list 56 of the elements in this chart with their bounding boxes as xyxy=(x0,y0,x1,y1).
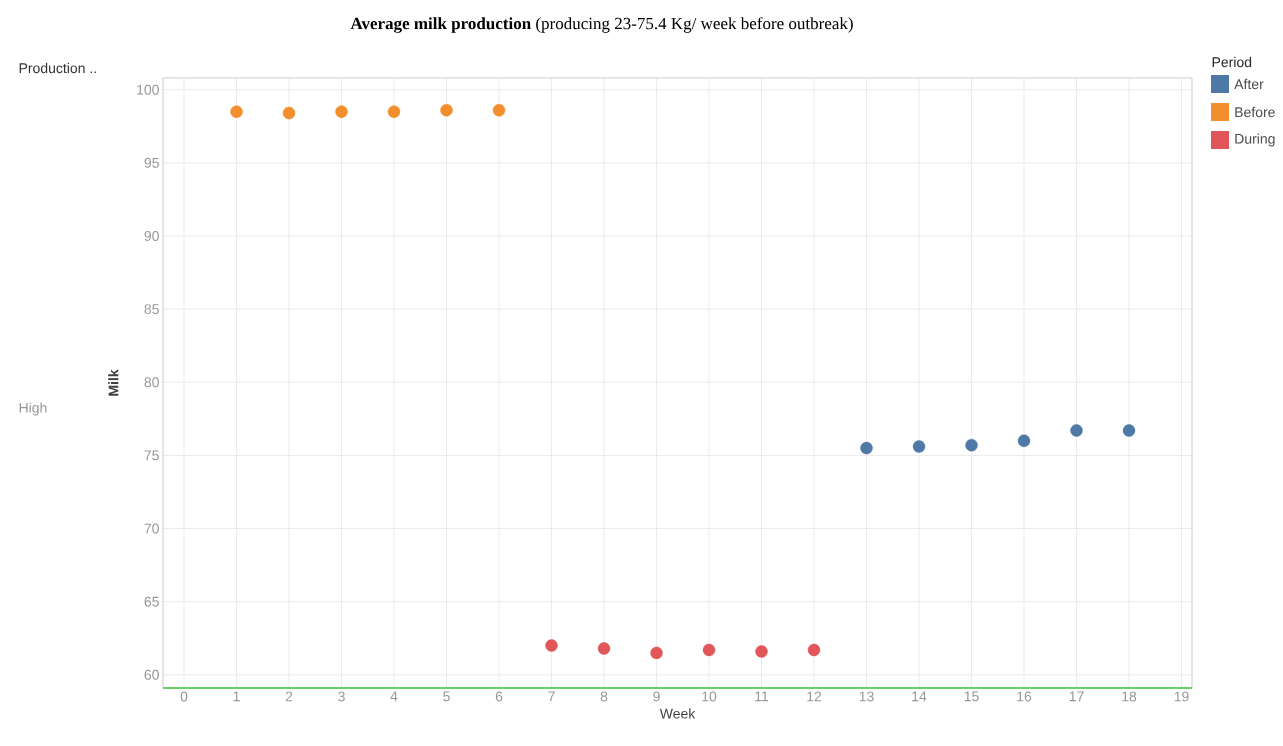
y-tick-label: 100 xyxy=(137,84,159,95)
x-tick-label: 11 xyxy=(755,691,769,702)
point xyxy=(335,105,348,118)
point xyxy=(597,642,611,655)
legend-label: After xyxy=(1234,78,1264,90)
point xyxy=(755,645,768,658)
x-tick-label: 7 xyxy=(548,691,555,702)
point xyxy=(387,105,401,118)
x-tick-label: 16 xyxy=(1017,691,1032,702)
x-tick-label: 2 xyxy=(285,691,293,702)
point xyxy=(1070,424,1083,437)
x-tick-label: 8 xyxy=(600,691,608,702)
point xyxy=(545,639,558,652)
y-tick-label: 65 xyxy=(144,596,159,607)
point xyxy=(440,103,453,117)
x-tick-label: 5 xyxy=(443,691,450,702)
legend-label: Before xyxy=(1235,106,1275,118)
point xyxy=(860,441,873,455)
x-tick-label: 1 xyxy=(233,691,240,702)
y-axis-title: Milk xyxy=(108,369,119,396)
x-tick-label: 10 xyxy=(702,691,717,702)
point xyxy=(492,103,506,117)
x-tick-label: 13 xyxy=(859,691,874,702)
point xyxy=(230,105,243,118)
chart-title: Average milk production (producing 23-75.4 Kg/ week before outbreak) xyxy=(350,17,853,33)
x-tick-label: 18 xyxy=(1122,691,1137,702)
legend-label: During xyxy=(1235,133,1275,147)
y-tick-label: 60 xyxy=(144,669,159,680)
point xyxy=(282,106,296,120)
point xyxy=(807,643,821,657)
x-tick-label: 15 xyxy=(964,691,979,702)
x-tick-label: 6 xyxy=(495,691,503,702)
point xyxy=(912,440,926,453)
x-tick-label: 19 xyxy=(1174,691,1189,702)
x-tick-label: 12 xyxy=(807,691,822,702)
point xyxy=(965,438,978,452)
x-tick-label: 4 xyxy=(390,691,398,702)
x-tick-label: 17 xyxy=(1069,691,1084,702)
x-tick-label: 3 xyxy=(338,691,345,702)
y-tick-label: 85 xyxy=(144,304,159,315)
legend-title: Period xyxy=(1212,56,1252,68)
x-tick-label: 14 xyxy=(912,691,927,702)
y-tick-label: 90 xyxy=(144,231,159,241)
y-tick-label: 95 xyxy=(144,157,159,168)
point xyxy=(1017,434,1031,447)
point xyxy=(650,646,663,660)
point xyxy=(1122,424,1136,437)
y-tick-label: 80 xyxy=(144,377,159,388)
x-tick-label: 9 xyxy=(653,691,660,702)
text: Production .. xyxy=(19,62,96,74)
x-axis-title: Week xyxy=(659,708,696,719)
y-tick-label: 70 xyxy=(144,523,159,534)
point xyxy=(702,643,716,657)
x-tick-label: 0 xyxy=(180,691,188,702)
text: High xyxy=(19,402,47,416)
y-tick-label: 75 xyxy=(144,450,159,461)
